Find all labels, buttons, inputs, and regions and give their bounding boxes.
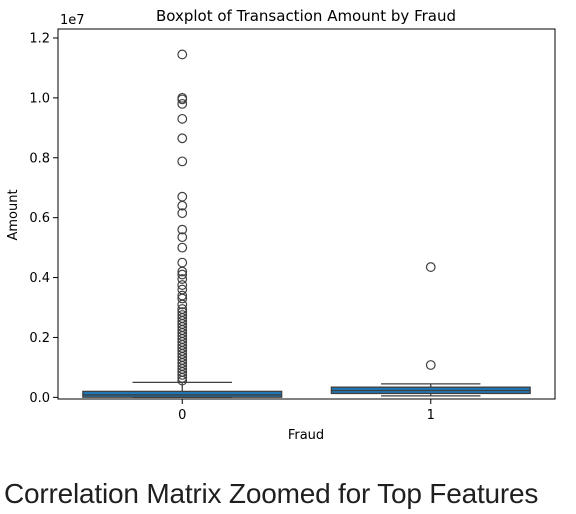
box-series <box>82 49 531 399</box>
outlier-point <box>177 299 188 310</box>
outlier-point <box>177 293 188 304</box>
outlier-point <box>177 369 188 380</box>
y-tick-label: 1.2 <box>29 31 50 46</box>
outlier-point <box>177 208 188 219</box>
y-tick-label: 0.0 <box>29 391 50 406</box>
outlier-point <box>177 266 188 277</box>
outlier-point <box>177 94 188 105</box>
y-axis-label: Amount <box>6 189 21 240</box>
outlier-point <box>177 224 188 235</box>
outlier-point <box>177 269 188 280</box>
outlier-point <box>177 133 188 144</box>
outlier-point <box>425 360 436 370</box>
outlier-point <box>177 200 188 211</box>
box-group-0 <box>82 49 283 399</box>
x-tick-label: 0 <box>178 408 186 423</box>
box <box>82 390 283 398</box>
outlier-point <box>177 232 188 243</box>
outlier-point <box>177 280 188 290</box>
outlier-point <box>177 372 188 383</box>
boxplot-chart: Boxplot of Transaction Amount by Fraud 1… <box>6 7 556 443</box>
plot-area-frame <box>57 28 556 400</box>
y-tick-label: 0.2 <box>29 331 50 346</box>
x-axis-label: Fraud <box>288 428 324 443</box>
outlier-point <box>425 262 436 272</box>
outlier-point <box>177 113 188 124</box>
outlier-point <box>177 156 188 167</box>
y-axis-ticks: 0.0 0.2 0.4 0.6 0.8 1.0 1.2 <box>29 31 58 406</box>
y-tick-label: 0.4 <box>29 271 50 286</box>
outlier-point <box>177 375 188 386</box>
outlier-point <box>177 242 188 253</box>
y-tick-label: 0.8 <box>29 151 50 166</box>
section-heading: Correlation Matrix Zoomed for Top Featur… <box>4 478 539 509</box>
x-tick-label: 1 <box>427 408 435 423</box>
box-group-1 <box>330 262 531 397</box>
outlier-point <box>177 98 188 109</box>
y-tick-label: 1.0 <box>29 91 50 106</box>
outlier-point <box>177 49 188 60</box>
outlier-point <box>177 257 188 268</box>
chart-title: Boxplot of Transaction Amount by Fraud <box>156 7 456 25</box>
y-axis-offset-label: 1e7 <box>60 13 85 28</box>
outlier-point <box>177 191 188 202</box>
outlier-point <box>177 274 188 284</box>
y-tick-label: 0.6 <box>29 211 50 226</box>
